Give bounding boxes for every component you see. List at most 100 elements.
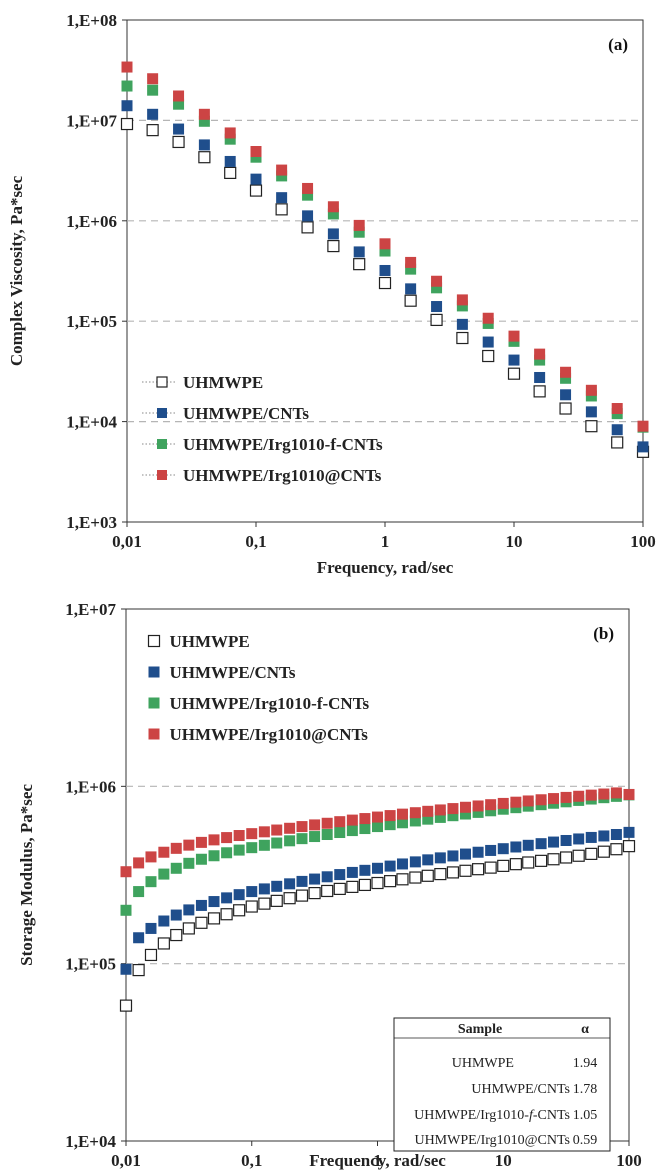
data-point: [245, 900, 258, 913]
data-point: [246, 842, 258, 854]
x-tick-label: 1: [373, 1151, 382, 1170]
data-point: [246, 828, 258, 840]
data-point: [560, 389, 572, 401]
alpha-table-sample-3-post: -CNTs: [533, 1108, 570, 1123]
data-point: [623, 788, 635, 800]
data-point: [346, 814, 358, 826]
data-point: [637, 441, 649, 453]
legend-marker: [148, 666, 160, 678]
data-point: [510, 841, 522, 853]
data-point: [258, 839, 270, 851]
data-point: [145, 922, 157, 934]
y-tick-label: 1,E+04: [66, 413, 117, 432]
data-point: [249, 184, 263, 197]
data-point: [195, 899, 207, 911]
data-point: [548, 836, 560, 848]
data-point: [372, 862, 383, 874]
data-point: [359, 864, 371, 876]
data-point: [309, 819, 321, 831]
data-point: [396, 858, 408, 870]
data-point: [637, 420, 649, 432]
data-point: [585, 406, 597, 418]
data-point: [598, 788, 610, 800]
chart-b-y-tick-labels: 1,E+04 1,E+05 1,E+06 1,E+07: [65, 600, 116, 1151]
legend-item: UHMWPE/CNTs: [142, 404, 309, 423]
data-point: [535, 794, 547, 806]
data-point: [250, 146, 262, 158]
y-tick-label: 1,E+08: [66, 11, 117, 30]
data-point: [121, 61, 133, 73]
data-point: [220, 908, 233, 921]
data-point: [379, 238, 391, 250]
data-point: [522, 839, 534, 851]
x-tick-label: 10: [495, 1151, 512, 1170]
legend-label: UHMWPE/CNTs: [183, 404, 309, 423]
data-point: [598, 830, 610, 842]
chart-a-legend: UHMWPE UHMWPE/CNTs UHMWPE/Irg1010-f-CNTs UH…: [142, 373, 383, 485]
data-point: [456, 331, 469, 345]
data-point: [208, 834, 220, 846]
legend-marker: [157, 408, 167, 418]
y-tick-label: 1,E+05: [66, 312, 117, 331]
data-point: [233, 830, 245, 842]
data-point: [284, 835, 296, 847]
data-point: [535, 838, 547, 850]
chart-a-x-tick-labels: 0,01 0,1 1 10 100: [112, 532, 656, 551]
data-point: [121, 100, 133, 112]
data-point: [534, 354, 546, 366]
data-point: [359, 813, 371, 825]
data-point: [508, 330, 520, 342]
data-point: [144, 948, 158, 962]
data-point: [409, 815, 421, 827]
data-point: [334, 827, 346, 839]
data-point: [327, 239, 340, 253]
data-point: [221, 892, 233, 904]
data-point: [434, 852, 446, 864]
data-point: [585, 420, 598, 433]
data-point: [224, 166, 237, 179]
data-point: [405, 256, 417, 268]
legend-label: UHMWPE/Irg1010-f-CNTs: [170, 694, 370, 713]
data-point: [422, 854, 434, 866]
data-point: [456, 318, 468, 330]
legend-marker: [157, 470, 167, 480]
data-point: [482, 349, 495, 363]
data-point: [560, 372, 572, 384]
data-point: [157, 937, 170, 950]
data-point: [183, 857, 195, 869]
data-point: [296, 875, 308, 887]
data-point: [611, 403, 623, 415]
data-point: [250, 173, 262, 185]
x-tick-label: 0,1: [241, 1151, 262, 1170]
data-point: [353, 258, 366, 271]
alpha-table-value-3: 1.05: [573, 1108, 598, 1123]
data-point: [409, 856, 421, 868]
data-point: [121, 80, 133, 92]
data-point: [460, 848, 472, 860]
data-point: [508, 354, 520, 366]
data-point: [359, 823, 371, 835]
data-point: [434, 804, 446, 816]
legend-item: UHMWPE: [142, 373, 263, 392]
data-point: [572, 849, 585, 862]
alpha-table-header-alpha: α: [581, 1022, 589, 1037]
data-point: [302, 189, 314, 201]
data-point: [434, 811, 446, 823]
data-point: [460, 808, 472, 820]
data-point: [396, 817, 408, 829]
data-point: [585, 789, 597, 801]
data-point: [271, 837, 283, 849]
data-point: [560, 791, 572, 803]
series-2: [120, 826, 635, 975]
data-point: [522, 856, 535, 869]
data-point: [250, 151, 262, 163]
data-point: [610, 787, 622, 799]
data-point: [296, 821, 308, 833]
data-point: [353, 246, 365, 258]
alpha-table-sample-2: UHMWPE/CNTs: [471, 1082, 570, 1097]
chart-a-panel-label: (a): [608, 35, 628, 54]
data-point: [119, 999, 133, 1012]
data-point: [431, 282, 443, 294]
chart-b-x-axis-label: Frequency, rad/sec: [309, 1151, 446, 1170]
data-point: [585, 390, 597, 402]
